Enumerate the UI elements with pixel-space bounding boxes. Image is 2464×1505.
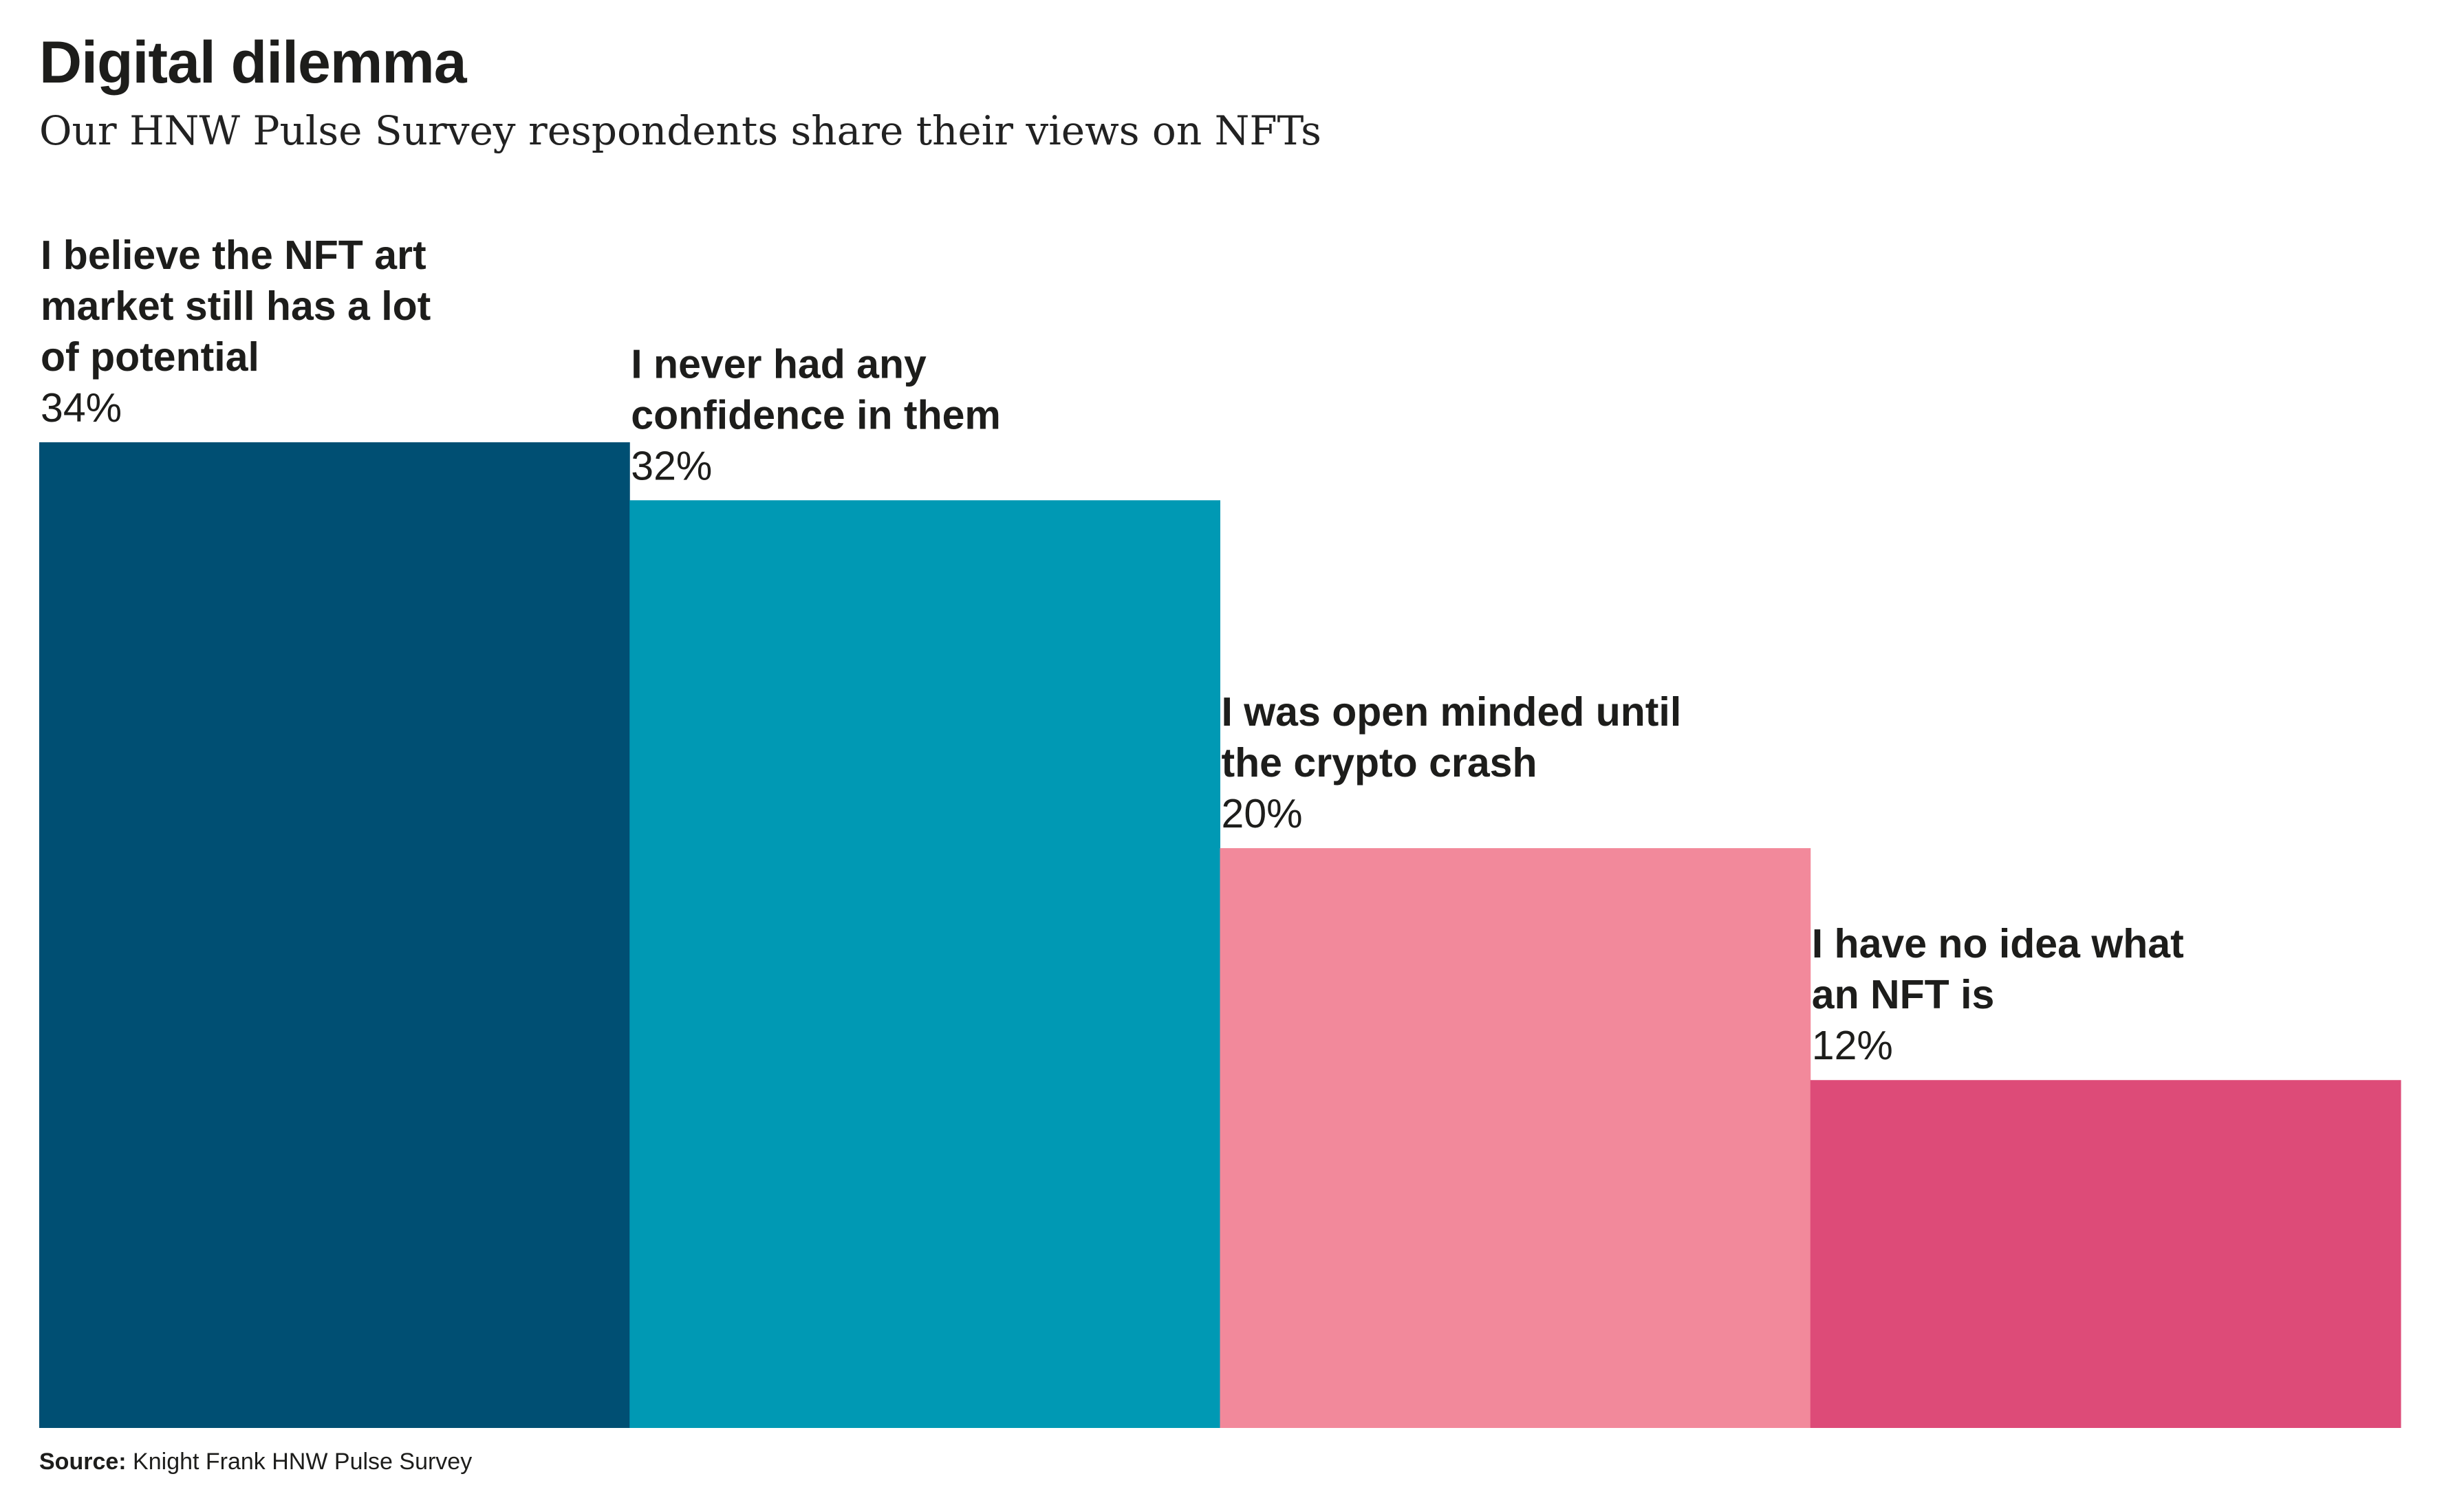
- bar-2: [629, 500, 1220, 1428]
- bar-4: [1810, 1080, 2401, 1428]
- category-label-1-line-1: I believe the NFT art: [41, 232, 426, 278]
- chart-title: Digital dilemma: [39, 30, 467, 96]
- bar-label-group-1: I believe the NFT art market still has a …: [41, 232, 431, 431]
- value-label-3: 20%: [1222, 791, 1303, 836]
- category-label-3-line-1: I was open minded until: [1222, 689, 1682, 735]
- bar-label-group-4: I have no idea what an NFT is 12%: [1812, 921, 2184, 1068]
- labels-group: I believe the NFT art market still has a …: [41, 232, 2184, 1068]
- bar-1: [39, 442, 630, 1428]
- category-label-1-line-2: market still has a lot: [41, 283, 431, 329]
- category-label-1-line-3: of potential: [41, 334, 259, 380]
- source-note: Source: Knight Frank HNW Pulse Survey: [39, 1444, 472, 1479]
- category-label-2-line-1: I never had any: [631, 341, 927, 387]
- bar-label-group-3: I was open minded until the crypto crash 2…: [1222, 689, 1682, 836]
- category-label-3-line-2: the crypto crash: [1222, 740, 1537, 786]
- bars-group: [39, 442, 2401, 1428]
- category-label-4-line-2: an NFT is: [1812, 972, 1995, 1017]
- category-label-4-line-1: I have no idea what: [1812, 921, 2184, 966]
- chart-subtitle: Our HNW Pulse Survey respondents share t…: [39, 107, 1321, 154]
- value-label-4: 12%: [1812, 1023, 1893, 1068]
- bar-label-group-2: I never had any confidence in them 32%: [631, 341, 1001, 488]
- source-text: Knight Frank HNW Pulse Survey: [133, 1449, 473, 1475]
- bar-3: [1220, 848, 1811, 1428]
- value-label-2: 32%: [631, 443, 712, 488]
- source-prefix: Source:: [39, 1449, 127, 1475]
- category-label-2-line-2: confidence in them: [631, 392, 1001, 437]
- value-label-1: 34%: [41, 385, 122, 431]
